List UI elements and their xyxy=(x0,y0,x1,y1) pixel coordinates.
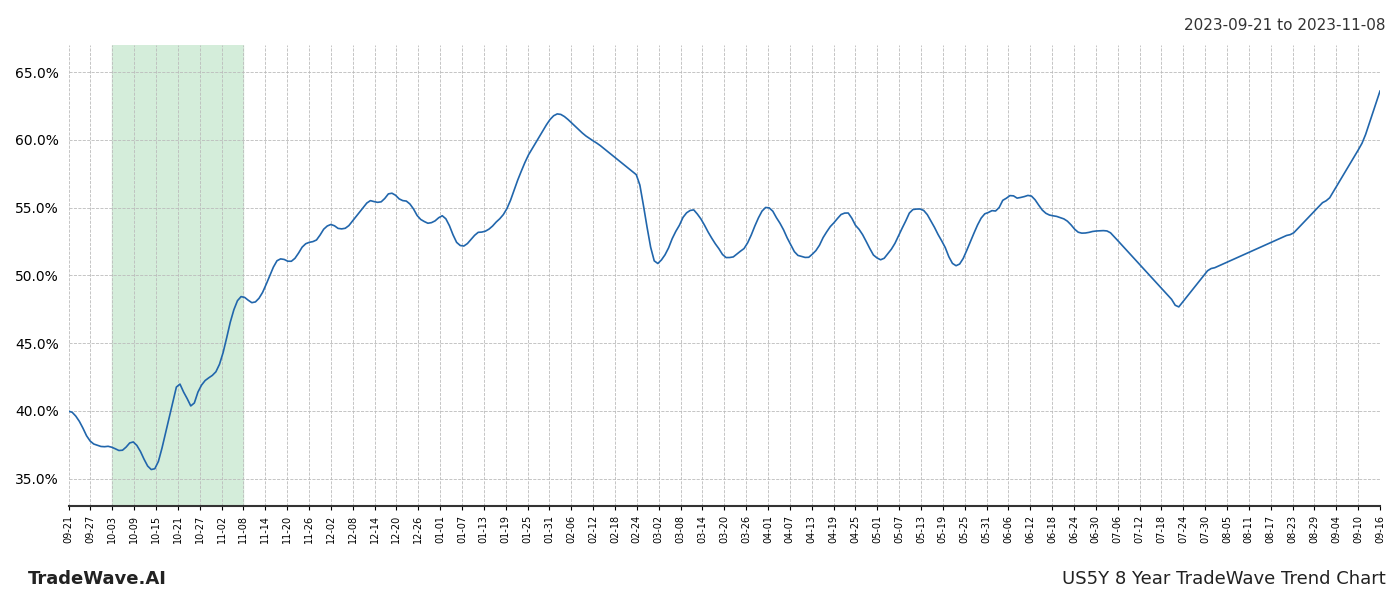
Text: US5Y 8 Year TradeWave Trend Chart: US5Y 8 Year TradeWave Trend Chart xyxy=(1063,570,1386,588)
Text: 2023-09-21 to 2023-11-08: 2023-09-21 to 2023-11-08 xyxy=(1184,18,1386,33)
Text: TradeWave.AI: TradeWave.AI xyxy=(28,570,167,588)
Bar xyxy=(112,45,244,506)
